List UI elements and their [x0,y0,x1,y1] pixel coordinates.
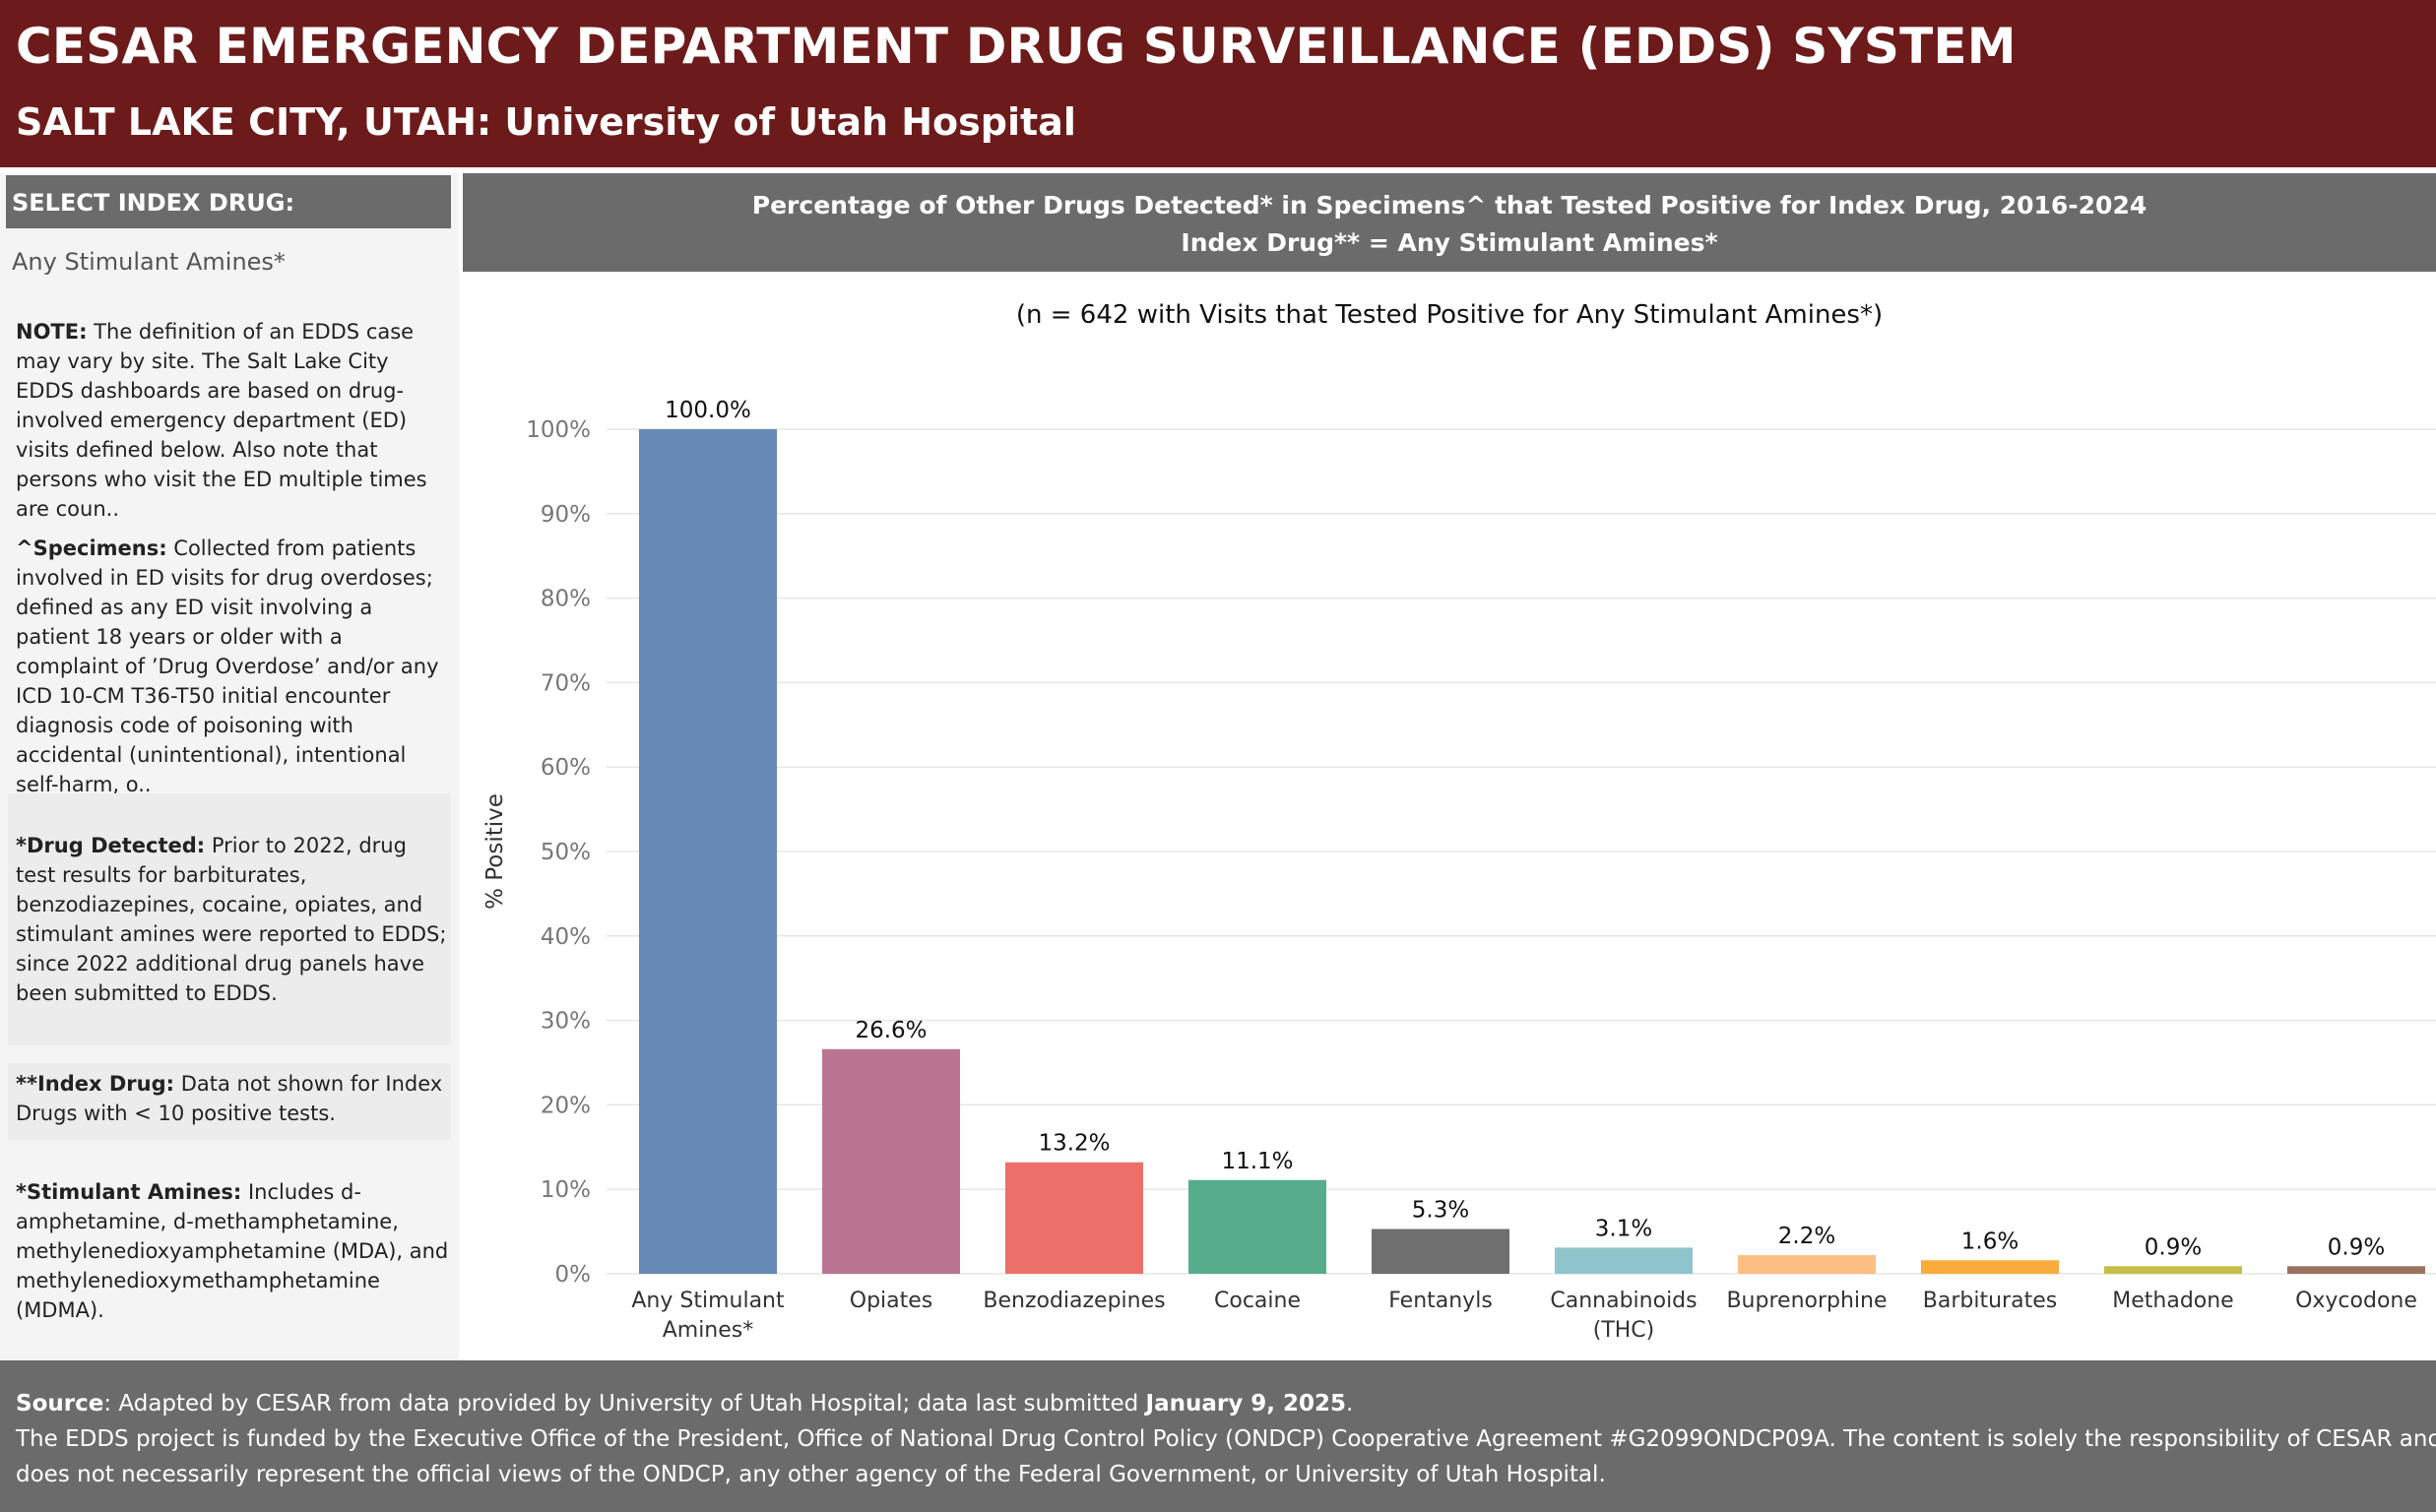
y-tick-label: 60% [541,755,591,781]
x-tick-label: Amines* [663,1318,754,1343]
y-tick-label: 90% [541,502,591,528]
bar-6 [1738,1255,1876,1274]
footer-funding-line-2: does not necessarily represent the offic… [16,1462,1606,1487]
bar-8 [2104,1266,2242,1274]
note-drug-detected: *Drug Detected: Prior to 2022, drug test… [16,831,449,1008]
y-tick-label: 10% [541,1177,591,1203]
x-tick-label: Oxycodone [2295,1289,2417,1313]
chart-subtitle: Index Drug** = Any Stimulant Amines* [1181,228,1718,257]
y-tick-label: 50% [541,840,591,865]
bar-2 [1005,1162,1143,1274]
page-subtitle: SALT LAKE CITY, UTAH: University of Utah… [16,100,1076,144]
chart-title: Percentage of Other Drugs Detected* in S… [751,191,2148,220]
x-tick-label: Benzodiazepines [983,1289,1165,1313]
x-tick-label: Cannabinoids [1550,1289,1697,1313]
note-stimulant-amines: *Stimulant Amines: Includes d-amphetamin… [16,1177,449,1325]
x-tick-label: Opiates [850,1289,933,1313]
footer-source-date: January 9, 2025 [1145,1391,1346,1417]
bar-value-label: 26.6% [855,1018,927,1043]
bar-4 [1372,1228,1509,1274]
x-tick-label: Buprenorphine [1726,1289,1887,1313]
bar-value-label: 100.0% [665,398,751,423]
x-tick-label: Fentanyls [1388,1289,1493,1313]
bar-value-label: 0.9% [2145,1234,2202,1260]
note-text: Includes d-amphetamine, d-methamphetamin… [16,1180,449,1322]
y-tick-label: 20% [541,1093,591,1118]
x-tick-label: Methadone [2112,1289,2233,1313]
bar-1 [822,1048,960,1274]
chart-header: Percentage of Other Drugs Detected* in S… [463,173,2436,272]
bar-value-label: 11.1% [1221,1149,1293,1174]
note-definition: NOTE: The definition of an EDDS case may… [16,317,449,524]
bar-3 [1188,1179,1326,1274]
x-tick-label: Any Stimulant [631,1289,785,1313]
note-heading: NOTE: [16,320,88,344]
bar-7 [1921,1260,2059,1274]
note-box-index-drug [8,1063,451,1140]
bar-value-label: 0.9% [2328,1234,2385,1260]
y-tick-label: 0% [555,1262,592,1288]
page-header: CESAR EMERGENCY DEPARTMENT DRUG SURVEILL… [0,0,2436,167]
x-tick-label: Cocaine [1214,1289,1301,1313]
y-tick-label: 80% [541,587,591,612]
footer-source-label: Source [16,1391,104,1417]
bar-value-label: 5.3% [1412,1198,1469,1224]
note-box-drug-detected [8,793,451,1045]
bar-0 [639,429,777,1274]
note-specimens: ^Specimens: Collected from patients invo… [16,534,449,799]
page-title: CESAR EMERGENCY DEPARTMENT DRUG SURVEILL… [16,18,2017,75]
bar-value-label: 2.2% [1778,1224,1835,1249]
bar-5 [1555,1247,1693,1274]
note-heading: *Stimulant Amines: [16,1180,242,1204]
y-tick-label: 40% [541,924,591,950]
note-heading: ^Specimens: [16,536,167,560]
footer-source-text: : Adapted by CESAR from data provided by… [103,1391,1146,1417]
note-text: The definition of an EDDS case may vary … [16,320,427,521]
bar-9 [2287,1266,2425,1274]
x-tick-label: (THC) [1593,1318,1655,1343]
bar-value-label: 3.1% [1595,1216,1652,1241]
sidebar: SELECT INDEX DRUG: Any Stimulant Amines*… [0,173,459,1360]
footer-source: Source: Adapted by CESAR from data provi… [16,1386,2420,1421]
note-heading: **Index Drug: [16,1072,175,1096]
y-tick-label: 100% [526,417,591,443]
index-drug-selector[interactable]: Any Stimulant Amines* [12,248,286,276]
select-index-drug-label: SELECT INDEX DRUG: [6,175,451,228]
footer-funding-line-1: The EDDS project is funded by the Execut… [16,1426,2436,1452]
note-text: Data not shown for Index Drugs with < 10… [16,1072,443,1125]
y-axis-label: % Positive [482,793,508,910]
y-tick-label: 30% [541,1009,591,1035]
note-heading: *Drug Detected: [16,834,206,857]
page-footer: Source: Adapted by CESAR from data provi… [0,1360,2436,1512]
note-text: Prior to 2022, drug test results for bar… [16,834,447,1005]
y-tick-label: 70% [541,670,591,696]
bar-value-label: 13.2% [1038,1131,1110,1157]
sample-size-note: (n = 642 with Visits that Tested Positiv… [1015,300,1884,330]
x-tick-label: Barbiturates [1923,1289,2057,1313]
bar-value-label: 1.6% [1961,1228,2019,1254]
bar-chart: 0% 10% 20% 30% 40% 50% 60% 70% 80% 90% 100% % Posit… [482,398,2436,1343]
footer-source-end: . [1345,1391,1354,1417]
note-index-drug: **Index Drug: Data not shown for Index D… [16,1069,449,1128]
note-text: Collected from patients involved in ED v… [16,536,439,796]
